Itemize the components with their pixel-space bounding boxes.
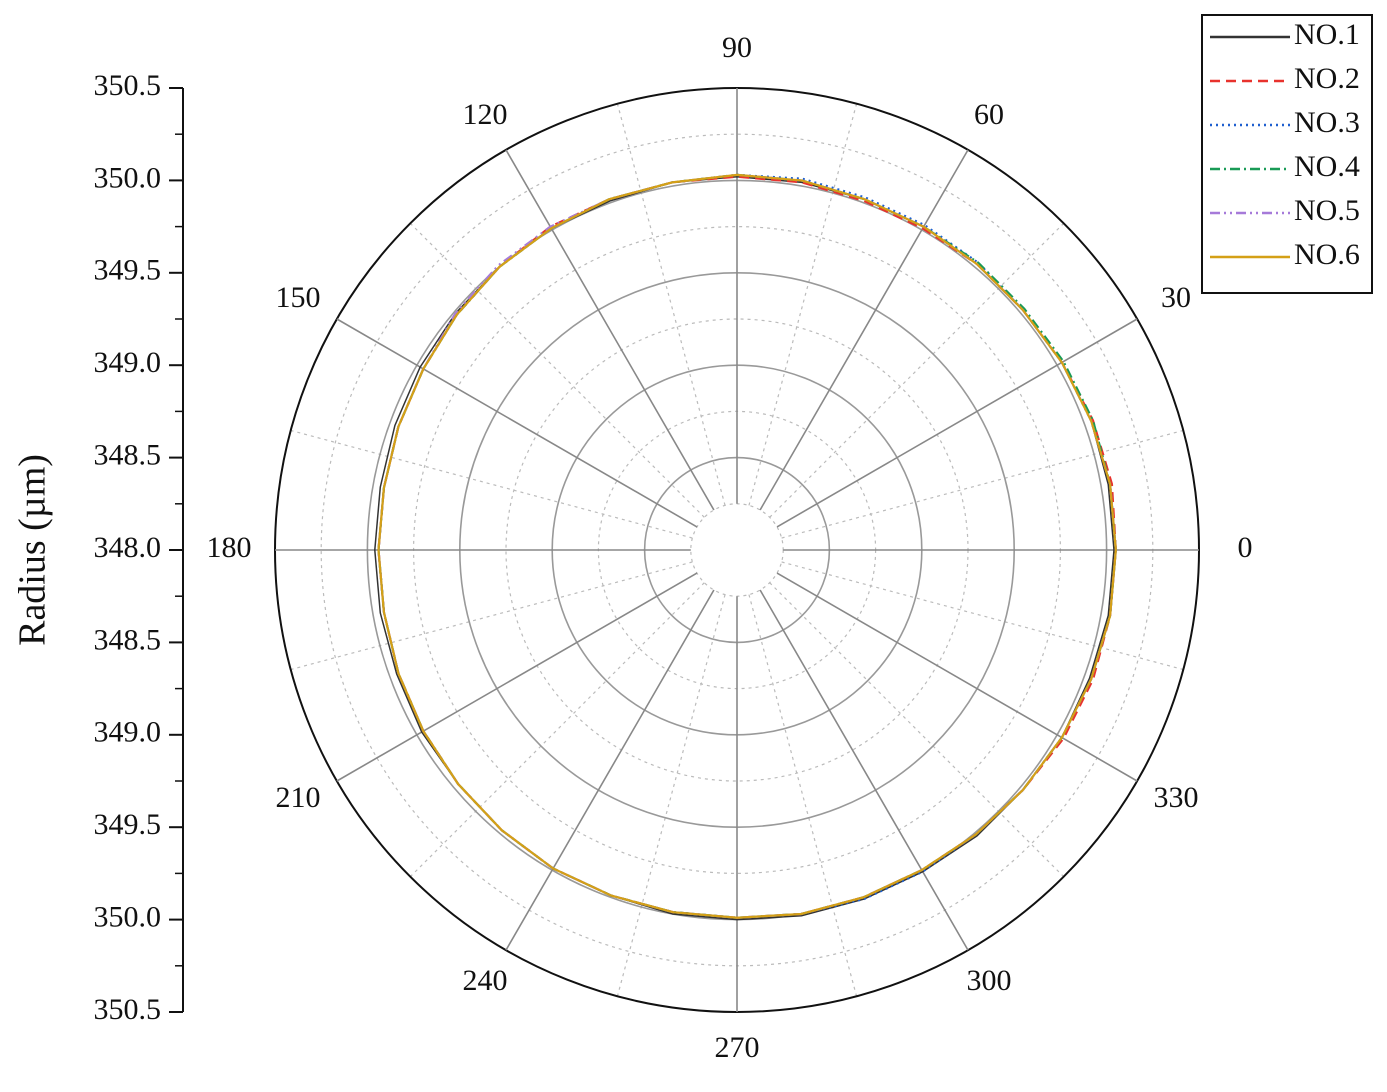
y-tick-label: 349.5 (94, 254, 162, 287)
minor-grid-spoke (769, 222, 1065, 518)
grid-spoke (759, 149, 969, 511)
angle-tick-label: 120 (463, 98, 508, 131)
minor-grid-spoke (748, 103, 858, 506)
y-tick-label: 349.0 (94, 346, 162, 379)
minor-grid-spoke (290, 429, 693, 539)
legend-box (1201, 14, 1373, 294)
y-tick-label: 350.5 (94, 69, 162, 102)
legend-label: NO.5 (1294, 194, 1360, 227)
y-tick-label: 348.0 (94, 531, 162, 564)
angle-tick-label: 330 (1154, 781, 1199, 814)
minor-grid-spoke (616, 594, 726, 997)
y-tick-label: 350.0 (94, 900, 162, 933)
minor-grid-spoke (290, 561, 693, 671)
angle-tick-label: 270 (715, 1031, 760, 1064)
minor-grid-spoke (781, 561, 1184, 671)
grid-spoke (759, 589, 969, 951)
legend-label: NO.3 (1294, 106, 1360, 139)
legend-label: NO.1 (1294, 18, 1360, 51)
y-tick-label: 348.5 (94, 438, 162, 471)
minor-grid-spoke (409, 222, 705, 518)
grid-spoke (776, 318, 1138, 528)
minor-grid-circle (690, 503, 784, 597)
legend-label: NO.6 (1294, 238, 1360, 271)
legend-label: NO.4 (1294, 150, 1360, 183)
y-tick-label: 350.5 (94, 993, 162, 1026)
minor-grid-spoke (616, 103, 726, 506)
y-tick-label: 350.0 (94, 161, 162, 194)
angle-tick-label: 150 (275, 281, 320, 314)
angle-tick-label: 60 (974, 98, 1004, 131)
grid-spoke (336, 318, 698, 528)
angle-tick-label: 30 (1161, 281, 1191, 314)
angle-tick-label: 210 (275, 781, 320, 814)
angle-tick-label: 180 (207, 531, 252, 564)
angle-tick-label: 300 (967, 964, 1012, 997)
y-tick-label: 349.5 (94, 808, 162, 841)
y-tick-label: 348.5 (94, 623, 162, 656)
grid-spoke (505, 149, 715, 511)
angle-tick-label: 90 (722, 31, 752, 64)
angle-tick-label: 0 (1238, 531, 1253, 564)
angle-tick-label: 240 (463, 964, 508, 997)
minor-grid-spoke (781, 429, 1184, 539)
minor-grid-spoke (769, 582, 1065, 878)
grid-spoke (505, 589, 715, 951)
minor-grid-spoke (409, 582, 705, 878)
grid-spoke (776, 572, 1138, 782)
y-axis-label: Radius (µm) (12, 454, 54, 646)
series-line (377, 173, 1117, 919)
grid-spoke (336, 572, 698, 782)
minor-grid-spoke (748, 594, 858, 997)
y-tick-label: 349.0 (94, 716, 162, 749)
legend-label: NO.2 (1294, 62, 1360, 95)
